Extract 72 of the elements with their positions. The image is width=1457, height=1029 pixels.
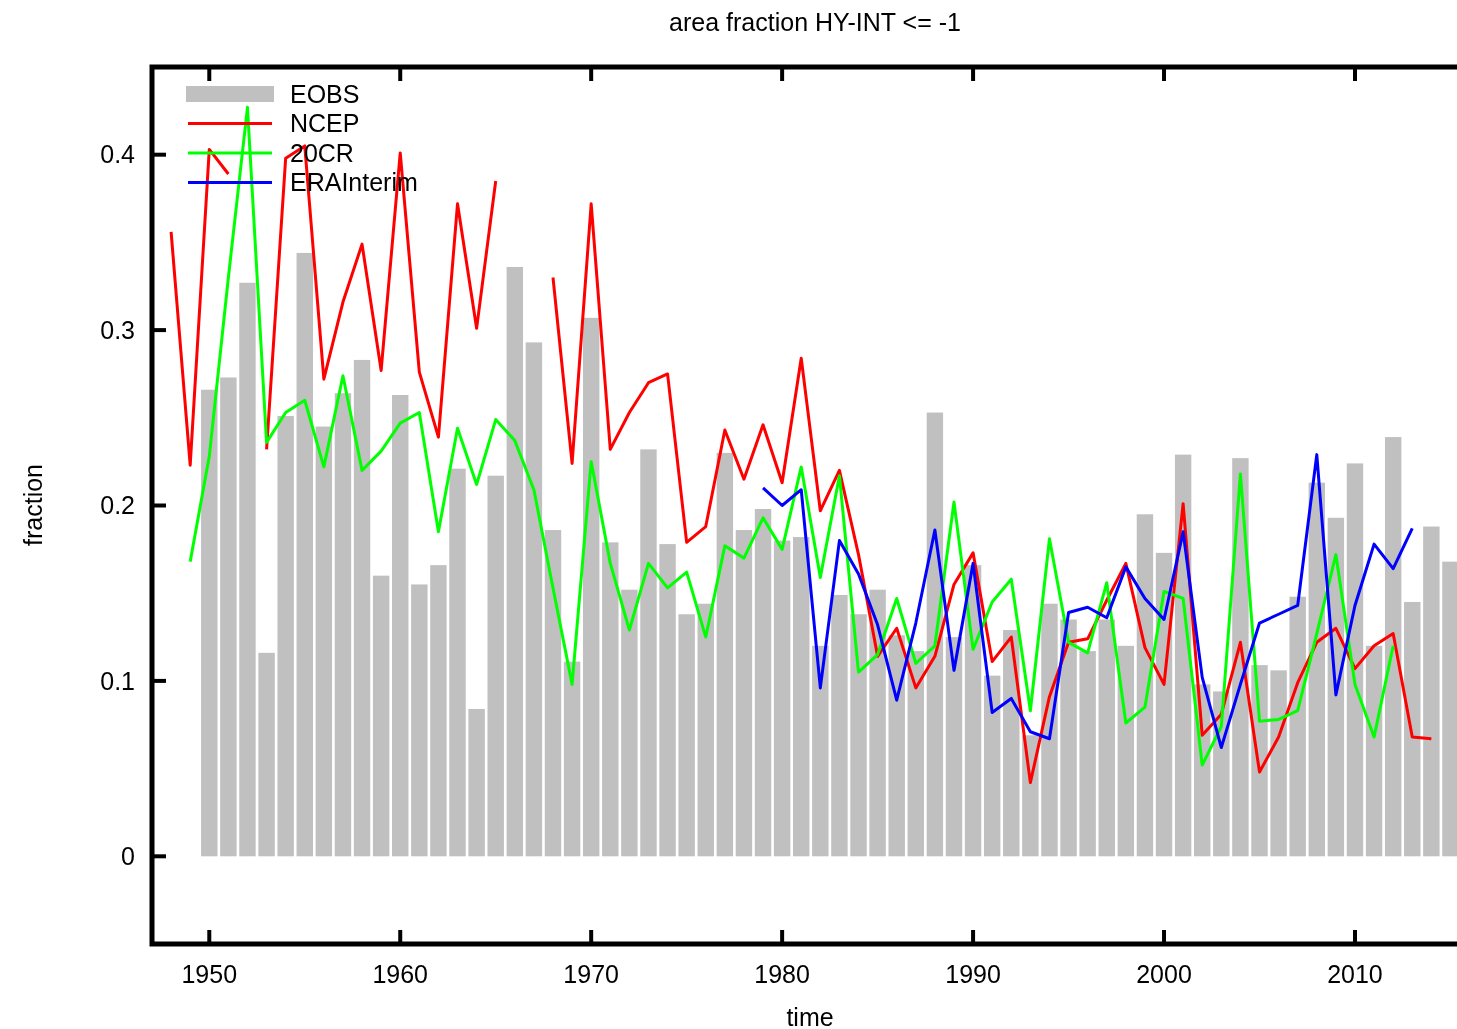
bar: [430, 565, 447, 857]
bar: [468, 708, 485, 857]
bar: [1041, 603, 1058, 857]
y-tick-label: 0.3: [100, 315, 135, 344]
bar: [716, 452, 734, 857]
bar: [1365, 645, 1383, 857]
bar: [258, 652, 275, 857]
bar: [1117, 645, 1135, 857]
bar: [449, 468, 466, 857]
bar: [1079, 651, 1096, 857]
bar: [1404, 601, 1421, 857]
bar: [1136, 514, 1154, 857]
bar: [640, 449, 657, 857]
bar: [735, 530, 753, 857]
bar: [487, 475, 504, 857]
bar: [372, 575, 390, 857]
bar: [525, 342, 543, 857]
x-tick-label: 1980: [754, 960, 810, 988]
bar: [392, 395, 409, 857]
bar: [850, 614, 867, 857]
y-axis-title: fraction: [19, 464, 47, 546]
bar: [1060, 619, 1077, 857]
bar: [869, 589, 886, 857]
bar: [983, 675, 1001, 857]
x-tick-label: 2000: [1136, 960, 1192, 988]
bar: [945, 637, 963, 857]
bar: [1098, 619, 1115, 857]
legend-label: NCEP: [290, 109, 360, 138]
bar: [411, 584, 428, 857]
bar: [220, 377, 237, 857]
bar: [563, 661, 581, 857]
y-tick-label: 0.1: [100, 666, 135, 695]
line-series: [761, 453, 1414, 750]
bar: [582, 317, 600, 857]
bar: [1442, 561, 1457, 857]
bar: [1384, 437, 1402, 857]
bar: [1270, 670, 1287, 857]
bar: [1289, 596, 1306, 857]
x-tick-label: 1970: [563, 960, 619, 988]
bar: [296, 252, 313, 857]
chart-title: area fraction HY-INT <= -1: [669, 8, 961, 36]
bar: [678, 614, 695, 857]
legend-label: EOBS: [290, 79, 360, 108]
bar: [506, 266, 524, 857]
bar: [544, 530, 562, 857]
y-tick-label: 0.2: [100, 491, 135, 520]
bar: [334, 393, 352, 857]
bar: [773, 540, 791, 857]
bar: [659, 544, 676, 857]
bar: [754, 509, 772, 857]
bar: [812, 645, 829, 857]
bar: [277, 416, 294, 857]
y-tick-label: 0: [121, 842, 135, 871]
bar: [602, 542, 619, 857]
bar: [315, 426, 333, 857]
bar: [1346, 463, 1364, 857]
bar: [793, 537, 810, 857]
bar: [353, 359, 371, 857]
y-tick-label: 0.4: [100, 140, 136, 169]
bar: [1423, 526, 1440, 857]
x-tick-label: 2010: [1327, 960, 1383, 988]
bar: [907, 651, 925, 857]
bar: [201, 389, 218, 857]
bar: [239, 282, 256, 857]
bar: [697, 603, 714, 857]
x-tick-label: 1990: [945, 960, 1001, 988]
x-tick-label: 1950: [181, 960, 238, 988]
bar: [888, 635, 905, 857]
bar: [621, 589, 638, 857]
x-tick-label: 1960: [372, 960, 429, 988]
x-axis-title: time: [786, 1003, 834, 1029]
bar: [831, 594, 848, 857]
